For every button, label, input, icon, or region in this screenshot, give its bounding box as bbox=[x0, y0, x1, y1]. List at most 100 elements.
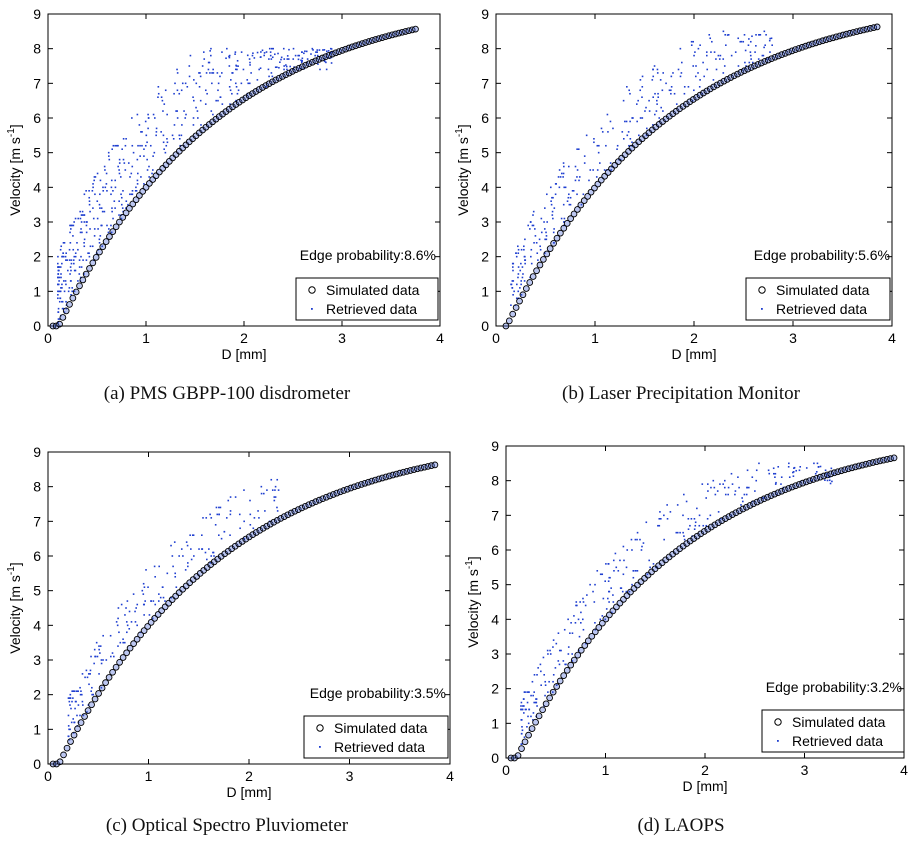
simulated-point bbox=[96, 248, 103, 256]
retrieved-point bbox=[555, 642, 558, 645]
retrieved-point bbox=[83, 273, 85, 275]
retrieved-point bbox=[173, 541, 176, 543]
retrieved-point bbox=[749, 54, 752, 57]
retrieved-point bbox=[282, 47, 285, 50]
retrieved-point bbox=[204, 551, 207, 554]
retrieved-point bbox=[151, 172, 153, 175]
retrieved-point bbox=[195, 82, 198, 85]
retrieved-point bbox=[185, 113, 187, 116]
simulated-point bbox=[767, 492, 775, 500]
retrieved-point bbox=[130, 621, 133, 623]
retrieved-point bbox=[88, 252, 90, 254]
retrieved-point bbox=[545, 231, 547, 234]
retrieved-point bbox=[543, 228, 546, 230]
retrieved-point bbox=[695, 65, 697, 67]
retrieved-point bbox=[770, 37, 773, 40]
simulated-point bbox=[222, 108, 230, 115]
retrieved-point bbox=[562, 162, 565, 164]
retrieved-point bbox=[578, 649, 580, 652]
retrieved-point bbox=[89, 228, 91, 230]
retrieved-point bbox=[158, 565, 160, 568]
retrieved-point bbox=[687, 86, 690, 88]
y-tick-label: 9 bbox=[491, 438, 499, 454]
retrieved-point bbox=[605, 608, 608, 610]
simulated-point bbox=[63, 744, 71, 752]
retrieved-point bbox=[318, 49, 321, 51]
retrieved-point bbox=[180, 89, 183, 92]
retrieved-point bbox=[520, 280, 523, 282]
retrieved-point bbox=[285, 64, 287, 66]
retrieved-point bbox=[69, 266, 72, 268]
simulated-point bbox=[584, 193, 591, 200]
retrieved-point bbox=[77, 690, 79, 692]
retrieved-point bbox=[562, 176, 564, 178]
retrieved-point bbox=[316, 51, 318, 53]
retrieved-point bbox=[698, 86, 701, 88]
retrieved-point bbox=[615, 566, 618, 569]
x-tick-label: 1 bbox=[591, 330, 599, 346]
retrieved-point bbox=[98, 673, 100, 675]
retrieved-point bbox=[723, 486, 726, 489]
y-tick-label: 2 bbox=[33, 249, 41, 265]
retrieved-point bbox=[83, 221, 86, 223]
retrieved-point bbox=[88, 255, 91, 258]
retrieved-point bbox=[649, 566, 651, 569]
retrieved-point bbox=[717, 54, 720, 57]
retrieved-point bbox=[597, 151, 600, 154]
simulated-point bbox=[112, 223, 120, 231]
retrieved-point bbox=[152, 600, 155, 602]
retrieved-point bbox=[143, 614, 145, 616]
retrieved-point bbox=[229, 510, 232, 512]
simulated-point bbox=[525, 731, 532, 739]
simulated-point bbox=[140, 627, 148, 634]
simulated-point bbox=[806, 477, 814, 485]
retrieved-point bbox=[271, 489, 274, 491]
retrieved-point bbox=[193, 99, 195, 102]
retrieved-point bbox=[77, 704, 80, 706]
retrieved-point bbox=[131, 193, 134, 196]
retrieved-point bbox=[514, 304, 517, 306]
retrieved-point bbox=[61, 287, 63, 289]
legend-retrieved-label: Retrieved data bbox=[792, 733, 883, 749]
retrieved-point bbox=[132, 151, 135, 154]
retrieved-point bbox=[517, 248, 520, 251]
simulated-point bbox=[284, 511, 292, 519]
retrieved-point bbox=[94, 193, 96, 196]
retrieved-point bbox=[86, 676, 89, 679]
retrieved-point bbox=[67, 697, 70, 699]
retrieved-point bbox=[122, 638, 124, 640]
retrieved-point bbox=[513, 290, 515, 293]
retrieved-point bbox=[221, 51, 223, 53]
retrieved-point bbox=[545, 235, 548, 237]
retrieved-point bbox=[325, 68, 328, 71]
retrieved-point bbox=[538, 238, 541, 241]
retrieved-point bbox=[693, 89, 695, 92]
retrieved-point bbox=[176, 110, 179, 112]
y-tick-label: 4 bbox=[491, 611, 499, 627]
retrieved-point bbox=[276, 66, 278, 68]
retrieved-point bbox=[136, 603, 139, 606]
x-tick-label: 0 bbox=[502, 762, 510, 778]
retrieved-point bbox=[242, 68, 245, 71]
retrieved-point bbox=[118, 169, 120, 171]
retrieved-point bbox=[612, 127, 614, 130]
retrieved-point bbox=[744, 49, 747, 52]
retrieved-point bbox=[67, 725, 70, 727]
y-tick-label: 2 bbox=[33, 687, 41, 703]
retrieved-point bbox=[153, 117, 156, 119]
retrieved-point bbox=[108, 158, 111, 161]
y-tick-label: 7 bbox=[491, 507, 499, 523]
retrieved-point bbox=[283, 68, 285, 71]
retrieved-point bbox=[524, 259, 527, 261]
retrieved-point bbox=[287, 58, 290, 60]
simulated-point bbox=[509, 310, 517, 318]
retrieved-point bbox=[135, 607, 137, 609]
simulated-point bbox=[550, 239, 557, 247]
retrieved-point bbox=[99, 235, 102, 237]
retrieved-point bbox=[683, 538, 686, 541]
retrieved-point bbox=[72, 235, 74, 237]
retrieved-point bbox=[510, 283, 513, 286]
retrieved-point bbox=[102, 190, 105, 192]
retrieved-point bbox=[79, 714, 81, 717]
retrieved-point bbox=[512, 294, 514, 296]
